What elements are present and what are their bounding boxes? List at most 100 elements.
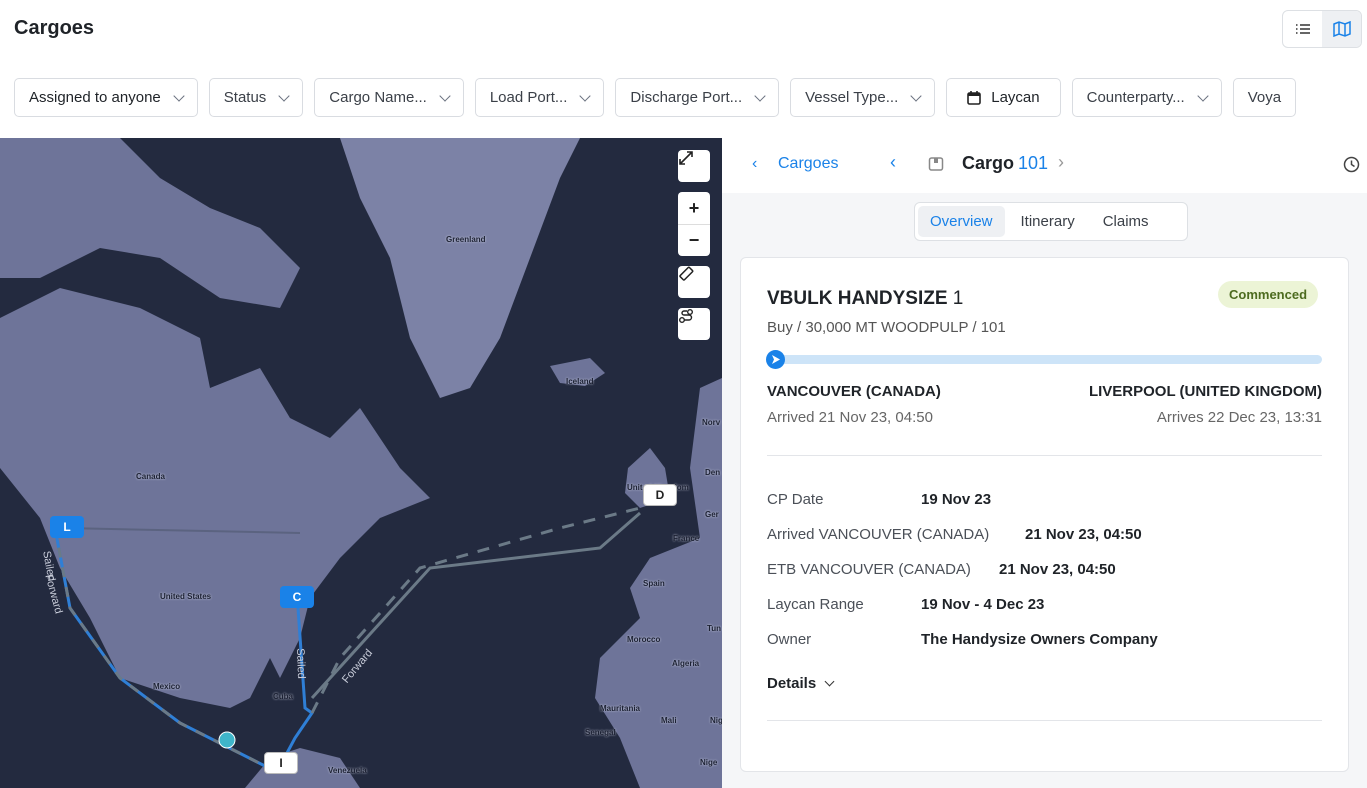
field-label: Arrived VANCOUVER (CANADA) <box>767 526 990 543</box>
fullscreen-icon <box>679 151 693 165</box>
tab-claims[interactable]: Claims <box>1102 213 1149 230</box>
zoom-in-button[interactable]: + <box>678 192 710 224</box>
filter-laycan[interactable]: Laycan <box>946 78 1061 117</box>
filter-assigned[interactable]: Assigned to anyone <box>14 78 198 117</box>
field-label: ETB VANCOUVER (CANADA) <box>767 561 971 578</box>
filter-label: Discharge Port... <box>630 89 743 106</box>
back-chevron-icon[interactable]: ‹ <box>752 155 758 172</box>
chevron-down-icon <box>1197 89 1209 102</box>
chevron-down-icon <box>173 89 185 102</box>
map-label: Senegal <box>585 728 616 737</box>
filter-voyage[interactable]: Voya <box>1232 78 1297 117</box>
origin-port: VANCOUVER (CANADA) <box>767 383 941 400</box>
tab-itinerary[interactable]: Itinerary <box>1020 213 1075 230</box>
field-label: Laycan Range <box>767 596 864 613</box>
filter-label: Cargo Name... <box>329 89 427 106</box>
field-value: 21 Nov 23, 04:50 <box>1025 526 1142 543</box>
tab-bar: Overview Itinerary Claims <box>914 202 1188 241</box>
field-value: 19 Nov - 4 Dec 23 <box>921 596 1045 613</box>
zoom-out-button[interactable]: − <box>678 224 710 256</box>
map-label: Norv <box>702 418 721 427</box>
filter-vessel-type[interactable]: Vessel Type... <box>790 78 936 117</box>
list-icon <box>1295 24 1310 34</box>
progress-ship-icon <box>766 350 785 369</box>
status-badge: Commenced <box>1218 281 1319 308</box>
map-label: Nig <box>710 716 722 725</box>
filter-counterparty[interactable]: Counterparty... <box>1071 78 1222 117</box>
route-forward-2 <box>310 506 641 714</box>
field-row: Owner The Handysize Owners Company <box>767 631 1158 648</box>
route-line <box>64 527 301 534</box>
filter-load-port[interactable]: Load Port... <box>474 78 605 117</box>
map-label: Cuba <box>273 692 293 701</box>
details-label: Details <box>767 675 817 692</box>
divider <box>767 720 1322 721</box>
field-value: 21 Nov 23, 04:50 <box>999 561 1116 578</box>
page-title: Cargoes <box>14 17 95 39</box>
map-icon <box>1332 21 1351 37</box>
back-to-cargoes-link[interactable]: Cargoes <box>778 155 839 172</box>
destination-time: Arrives 22 Dec 23, 13:31 <box>1156 409 1322 426</box>
map-label: Iceland <box>566 377 594 386</box>
vessel-number: 1 <box>952 288 964 309</box>
current-port-pin[interactable]: C <box>280 586 314 608</box>
measure-button[interactable] <box>678 266 710 298</box>
filter-label: Assigned to anyone <box>29 89 161 106</box>
intermediate-port-pin[interactable]: I <box>264 752 298 774</box>
map-label: Mexico <box>153 682 181 691</box>
field-row: Arrived VANCOUVER (CANADA) 21 Nov 23, 04:… <box>767 526 1142 543</box>
filter-bar: Assigned to anyone Status Cargo Name... … <box>14 78 1297 117</box>
zoom-in-icon: + <box>688 197 700 218</box>
previous-cargo-button[interactable]: ‹ <box>890 152 896 172</box>
cargo-overview-card: VBULK HANDYSIZE 1 Commenced Buy / 30,000… <box>740 257 1349 772</box>
route-icon <box>679 309 693 323</box>
routes <box>53 506 641 768</box>
vessel-position-marker[interactable] <box>218 731 236 749</box>
map-label: Ger <box>705 510 719 519</box>
fullscreen-button[interactable] <box>678 150 710 182</box>
voyage-progress-bar <box>767 355 1322 364</box>
field-row: CP Date 19 Nov 23 <box>767 491 991 508</box>
land <box>0 138 722 788</box>
filter-status[interactable]: Status <box>208 78 304 117</box>
chevron-down-icon <box>278 89 290 102</box>
map-label: Canada <box>136 472 165 481</box>
vessel-name: VBULK HANDYSIZE <box>767 288 948 309</box>
zoom-out-icon: − <box>688 230 700 250</box>
divider <box>767 455 1322 456</box>
cargo-detail-panel: ‹ Cargoes ‹ Cargo 101 › Overview Itinera… <box>722 138 1367 788</box>
discharge-port-pin[interactable]: D <box>643 484 677 506</box>
cargo-box-icon <box>928 157 944 171</box>
field-row: Laycan Range 19 Nov - 4 Dec 23 <box>767 596 1044 613</box>
map[interactable]: Greenland Iceland Canada United States M… <box>0 138 722 788</box>
panel-nav: ‹ Cargoes ‹ Cargo 101 › <box>722 138 1367 193</box>
next-cargo-button[interactable]: › <box>1058 152 1064 172</box>
filter-label: Counterparty... <box>1086 89 1185 106</box>
map-label: France <box>673 534 700 543</box>
field-value: The Handysize Owners Company <box>921 631 1158 648</box>
map-label: Mauritania <box>600 704 641 713</box>
filter-label: Load Port... <box>489 89 568 106</box>
route-label: Sailed <box>294 648 308 679</box>
chevron-down-icon <box>754 89 766 102</box>
map-label: Nige <box>700 758 718 767</box>
history-clock-icon[interactable] <box>1343 156 1360 173</box>
filter-discharge-port[interactable]: Discharge Port... <box>615 78 780 117</box>
map-view-button[interactable] <box>1322 11 1361 47</box>
map-label: Tun <box>707 624 722 633</box>
chevron-down-icon <box>910 89 922 102</box>
origin-time: Arrived 21 Nov 23, 04:50 <box>767 409 933 426</box>
list-view-button[interactable] <box>1283 11 1322 47</box>
field-row: ETB VANCOUVER (CANADA) 21 Nov 23, 04:50 <box>767 561 1116 578</box>
cargo-title: Cargo <box>962 153 1015 173</box>
field-label: CP Date <box>767 491 824 508</box>
details-toggle[interactable]: Details <box>767 675 835 692</box>
map-label: Morocco <box>627 635 661 644</box>
route-button[interactable] <box>678 308 710 340</box>
load-port-pin[interactable]: L <box>50 516 84 538</box>
filter-cargo-name[interactable]: Cargo Name... <box>314 78 464 117</box>
route-forward-1 <box>53 527 266 768</box>
tab-overview[interactable]: Overview <box>918 206 1005 237</box>
field-value: 19 Nov 23 <box>921 491 992 508</box>
map-label: Spain <box>643 579 665 588</box>
